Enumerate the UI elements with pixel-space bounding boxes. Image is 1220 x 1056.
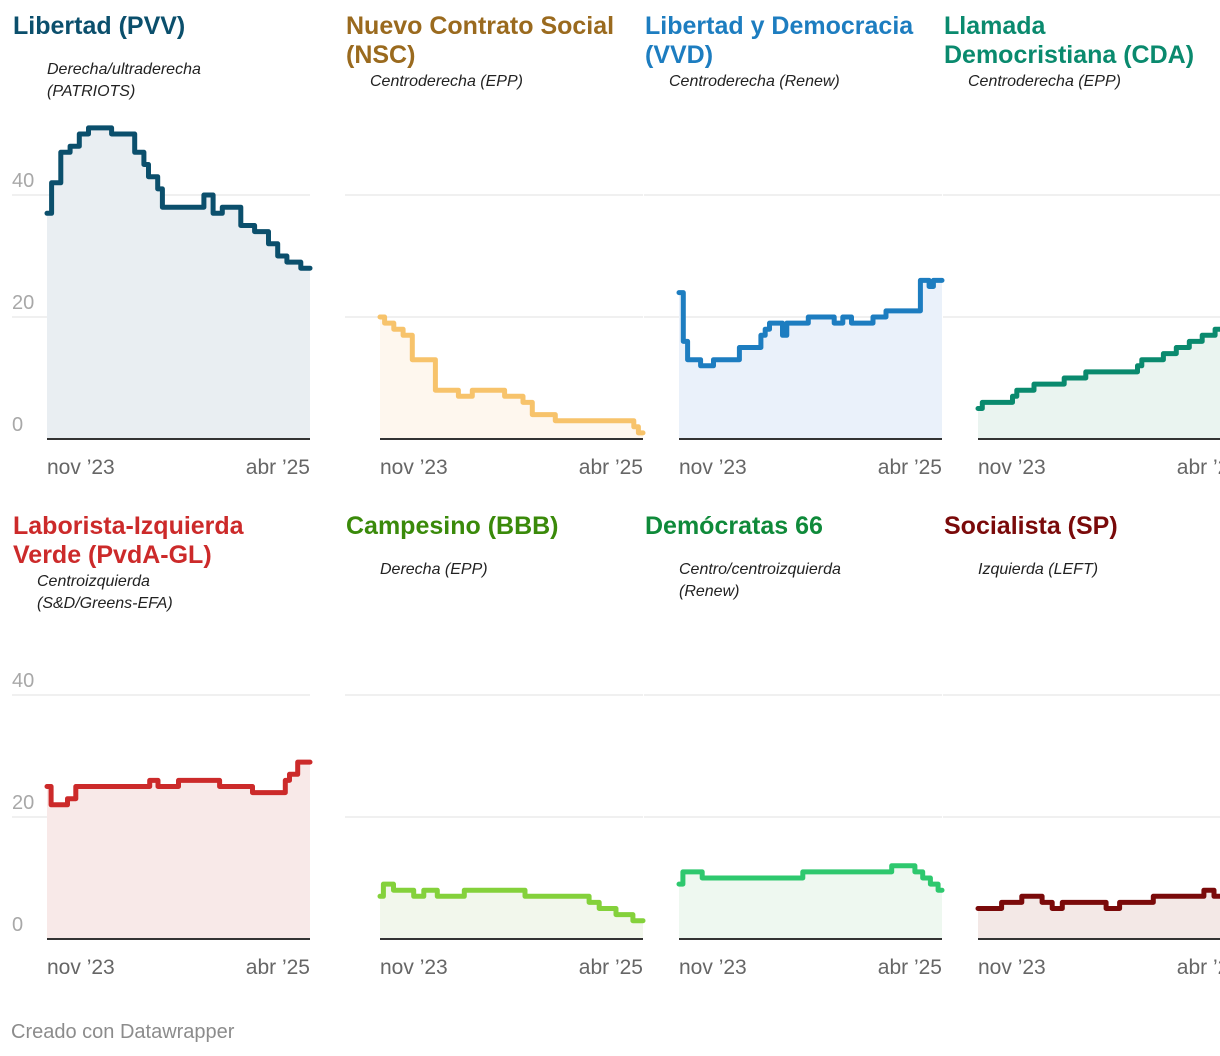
- panel-title: Demócratas 66: [645, 512, 823, 540]
- x-tick-label: nov ’23: [978, 956, 1046, 979]
- panel-title: Socialista (SP): [944, 512, 1118, 540]
- y-tick-label: 20: [12, 292, 34, 314]
- x-tick-label: abr ’25: [246, 956, 310, 979]
- panel-5: nov ’23 abr ’25 Campesino (BBB) Derecha (EP…: [345, 512, 646, 979]
- series-area: [679, 865, 942, 939]
- panel-subtitle: (S&D/Greens-EFA): [37, 595, 173, 612]
- series-line: [44, 759, 313, 808]
- series-area: [380, 317, 643, 439]
- x-tick-label: abr ’25: [1177, 456, 1220, 479]
- small-multiples-chart: 0 20 40 nov ’23 abr ’25 Libertad (PVV) Derecha…: [12, 12, 1220, 979]
- panel-subtitle: Centroderecha (Renew): [669, 73, 840, 90]
- series-area: [47, 127, 310, 440]
- panel-title: Verde (PvdA-GL): [13, 541, 212, 569]
- x-tick-label: nov ’23: [380, 956, 448, 979]
- panel-subtitle: Centro/centroizquierda: [679, 561, 841, 578]
- x-tick-label: abr ’25: [878, 456, 942, 479]
- panel-0: 0 20 40 nov ’23 abr ’25 Libertad (PVV) Derecha…: [12, 12, 313, 479]
- panel-title: Democristiana (CDA): [944, 41, 1194, 69]
- panel-subtitle: Derecha (EPP): [380, 561, 488, 578]
- panel-title: Libertad (PVV): [13, 12, 185, 40]
- panel-title: Campesino (BBB): [346, 512, 559, 540]
- panel-title: (NSC): [346, 41, 415, 69]
- y-tick-label: 40: [12, 670, 34, 692]
- panel-subtitle: Centroderecha (EPP): [968, 73, 1121, 90]
- panel-7: nov ’23 abr ’25 Socialista (SP) Izquierda (…: [943, 512, 1220, 979]
- x-tick-label: abr ’25: [579, 456, 643, 479]
- series-line: [44, 125, 313, 271]
- panel-subtitle: Centroizquierda: [37, 573, 150, 590]
- panel-title: (VVD): [645, 41, 713, 69]
- panel-title: Libertad y Democracia: [645, 12, 914, 40]
- x-tick-label: nov ’23: [47, 956, 115, 979]
- y-tick-label: 20: [12, 792, 34, 814]
- x-tick-label: nov ’23: [679, 956, 747, 979]
- panel-title: Llamada: [944, 12, 1047, 40]
- panel-4: 0 20 40 nov ’23 abr ’25 Laborista-IzquierdaVe…: [12, 512, 313, 979]
- series-line: [676, 863, 945, 893]
- x-tick-label: nov ’23: [47, 456, 115, 479]
- panel-subtitle: (PATRIOTS): [47, 83, 135, 100]
- panel-subtitle: (Renew): [679, 583, 739, 600]
- x-tick-label: nov ’23: [679, 456, 747, 479]
- panel-title: Nuevo Contrato Social: [346, 12, 614, 40]
- series-area: [47, 762, 310, 939]
- panel-6: nov ’23 abr ’25 Demócratas 66 Centro/centro…: [644, 512, 945, 979]
- series-area: [978, 890, 1220, 939]
- panel-subtitle: Izquierda (LEFT): [978, 561, 1098, 578]
- series-area: [978, 329, 1220, 439]
- x-tick-label: abr ’25: [878, 956, 942, 979]
- x-tick-label: abr ’25: [579, 956, 643, 979]
- panel-2: nov ’23 abr ’25 Libertad y Democracia(VVD)…: [644, 12, 945, 479]
- panel-title: Laborista-Izquierda: [13, 512, 245, 540]
- y-tick-label: 0: [12, 414, 23, 436]
- series-line: [975, 326, 1220, 411]
- series-line: [377, 881, 646, 924]
- x-tick-label: abr ’25: [246, 456, 310, 479]
- y-tick-label: 40: [12, 170, 34, 192]
- y-tick-label: 0: [12, 914, 23, 936]
- series-line: [676, 277, 945, 369]
- x-tick-label: nov ’23: [380, 456, 448, 479]
- series-area: [679, 280, 942, 439]
- panel-subtitle: Centroderecha (EPP): [370, 73, 523, 90]
- series-line: [975, 887, 1220, 911]
- series-line: [377, 314, 646, 436]
- x-tick-label: nov ’23: [978, 456, 1046, 479]
- x-tick-label: abr ’25: [1177, 956, 1220, 979]
- credit-text: Creado con Datawrapper: [11, 1021, 235, 1043]
- panel-subtitle: Derecha/ultraderecha: [47, 61, 201, 78]
- panel-1: nov ’23 abr ’25 Nuevo Contrato Social(NSC)…: [345, 12, 646, 479]
